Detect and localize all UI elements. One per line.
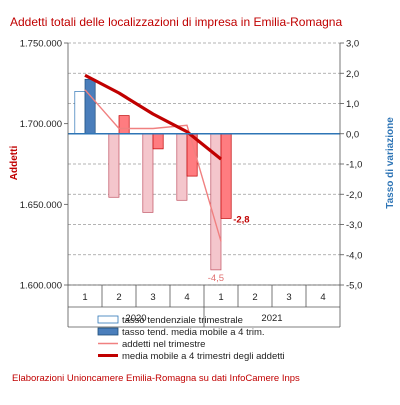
x-tick-label: 2	[252, 292, 257, 303]
legend-label: addetti nel trimestre	[122, 339, 205, 350]
right-tick-label: -3,0	[346, 220, 362, 231]
right-axis-ticks: 3,0 2,0 1,0 0,0 -1,0 -2,0 -3,0 -4,0 -5,0	[340, 39, 362, 292]
bar-tasso-media-mobile	[220, 133, 232, 219]
right-axis-title: Tasso di variazione	[385, 117, 396, 209]
legend-swatch-mm	[97, 327, 119, 336]
bar-tasso-media-mobile	[152, 133, 164, 150]
bar-tasso-tendenziale	[176, 133, 188, 201]
left-axis-title: Addetti	[9, 146, 20, 181]
left-tick-label: 1.650.000	[20, 200, 62, 211]
right-tick-label: -5,0	[346, 281, 362, 292]
right-tick-label: 3,0	[346, 39, 359, 50]
legend-label: media mobile a 4 trimestri degli addetti	[122, 351, 285, 362]
right-tick-label: -2,0	[346, 190, 362, 201]
x-tick-label: 3	[150, 292, 155, 303]
x-tick-label: 4	[320, 292, 325, 303]
x-tick-label: 1	[218, 292, 223, 303]
x-axis-labels: 1 2 3 4 1 2 3 4 2020 2021	[67, 285, 341, 328]
lines	[84, 73, 223, 242]
bar-tasso-tendenziale	[108, 133, 120, 198]
left-tick-label: 1.750.000	[20, 39, 62, 50]
data-label: -2,8	[233, 214, 249, 225]
right-tick-label: 1,0	[346, 99, 359, 110]
right-tick-label: -1,0	[346, 160, 362, 171]
line-addetti-trimestre	[84, 89, 222, 242]
x-tick-label: 3	[286, 292, 291, 303]
annotations: -2,8 -4,5	[208, 214, 250, 283]
x-tick-label: 4	[184, 292, 189, 303]
source-note: Elaborazioni Unioncamere Emilia-Romagna …	[12, 373, 300, 384]
year-label: 2021	[261, 313, 282, 324]
legend-swatch-tend	[97, 315, 119, 324]
chart-title: Addetti totali delle localizzazioni di i…	[10, 15, 342, 29]
legend-label: tasso tendenziale trimestrale	[122, 315, 243, 326]
bars	[74, 78, 232, 271]
x-tick-label: 2	[116, 292, 121, 303]
bar-tasso-media-mobile	[118, 115, 130, 135]
right-tick-label: 0,0	[346, 129, 359, 140]
right-tick-label: -4,0	[346, 250, 362, 261]
right-tick-label: 2,0	[346, 69, 359, 80]
line-media-mobile-addetti	[84, 73, 223, 161]
x-tick-label: 1	[82, 292, 87, 303]
bar-tasso-tendenziale	[74, 91, 86, 135]
left-tick-label: 1.600.000	[20, 281, 62, 292]
left-axis-ticks: 1.750.000 1.700.000 1.650.000 1.600.000	[20, 39, 68, 292]
year-label: 2020	[125, 313, 146, 324]
bar-tasso-media-mobile	[84, 78, 96, 135]
legend-label: tasso tend. media mobile a 4 trim.	[122, 327, 265, 338]
left-tick-label: 1.700.000	[20, 119, 62, 130]
bar-tasso-tendenziale	[142, 133, 154, 213]
data-label: -4,5	[208, 273, 224, 284]
